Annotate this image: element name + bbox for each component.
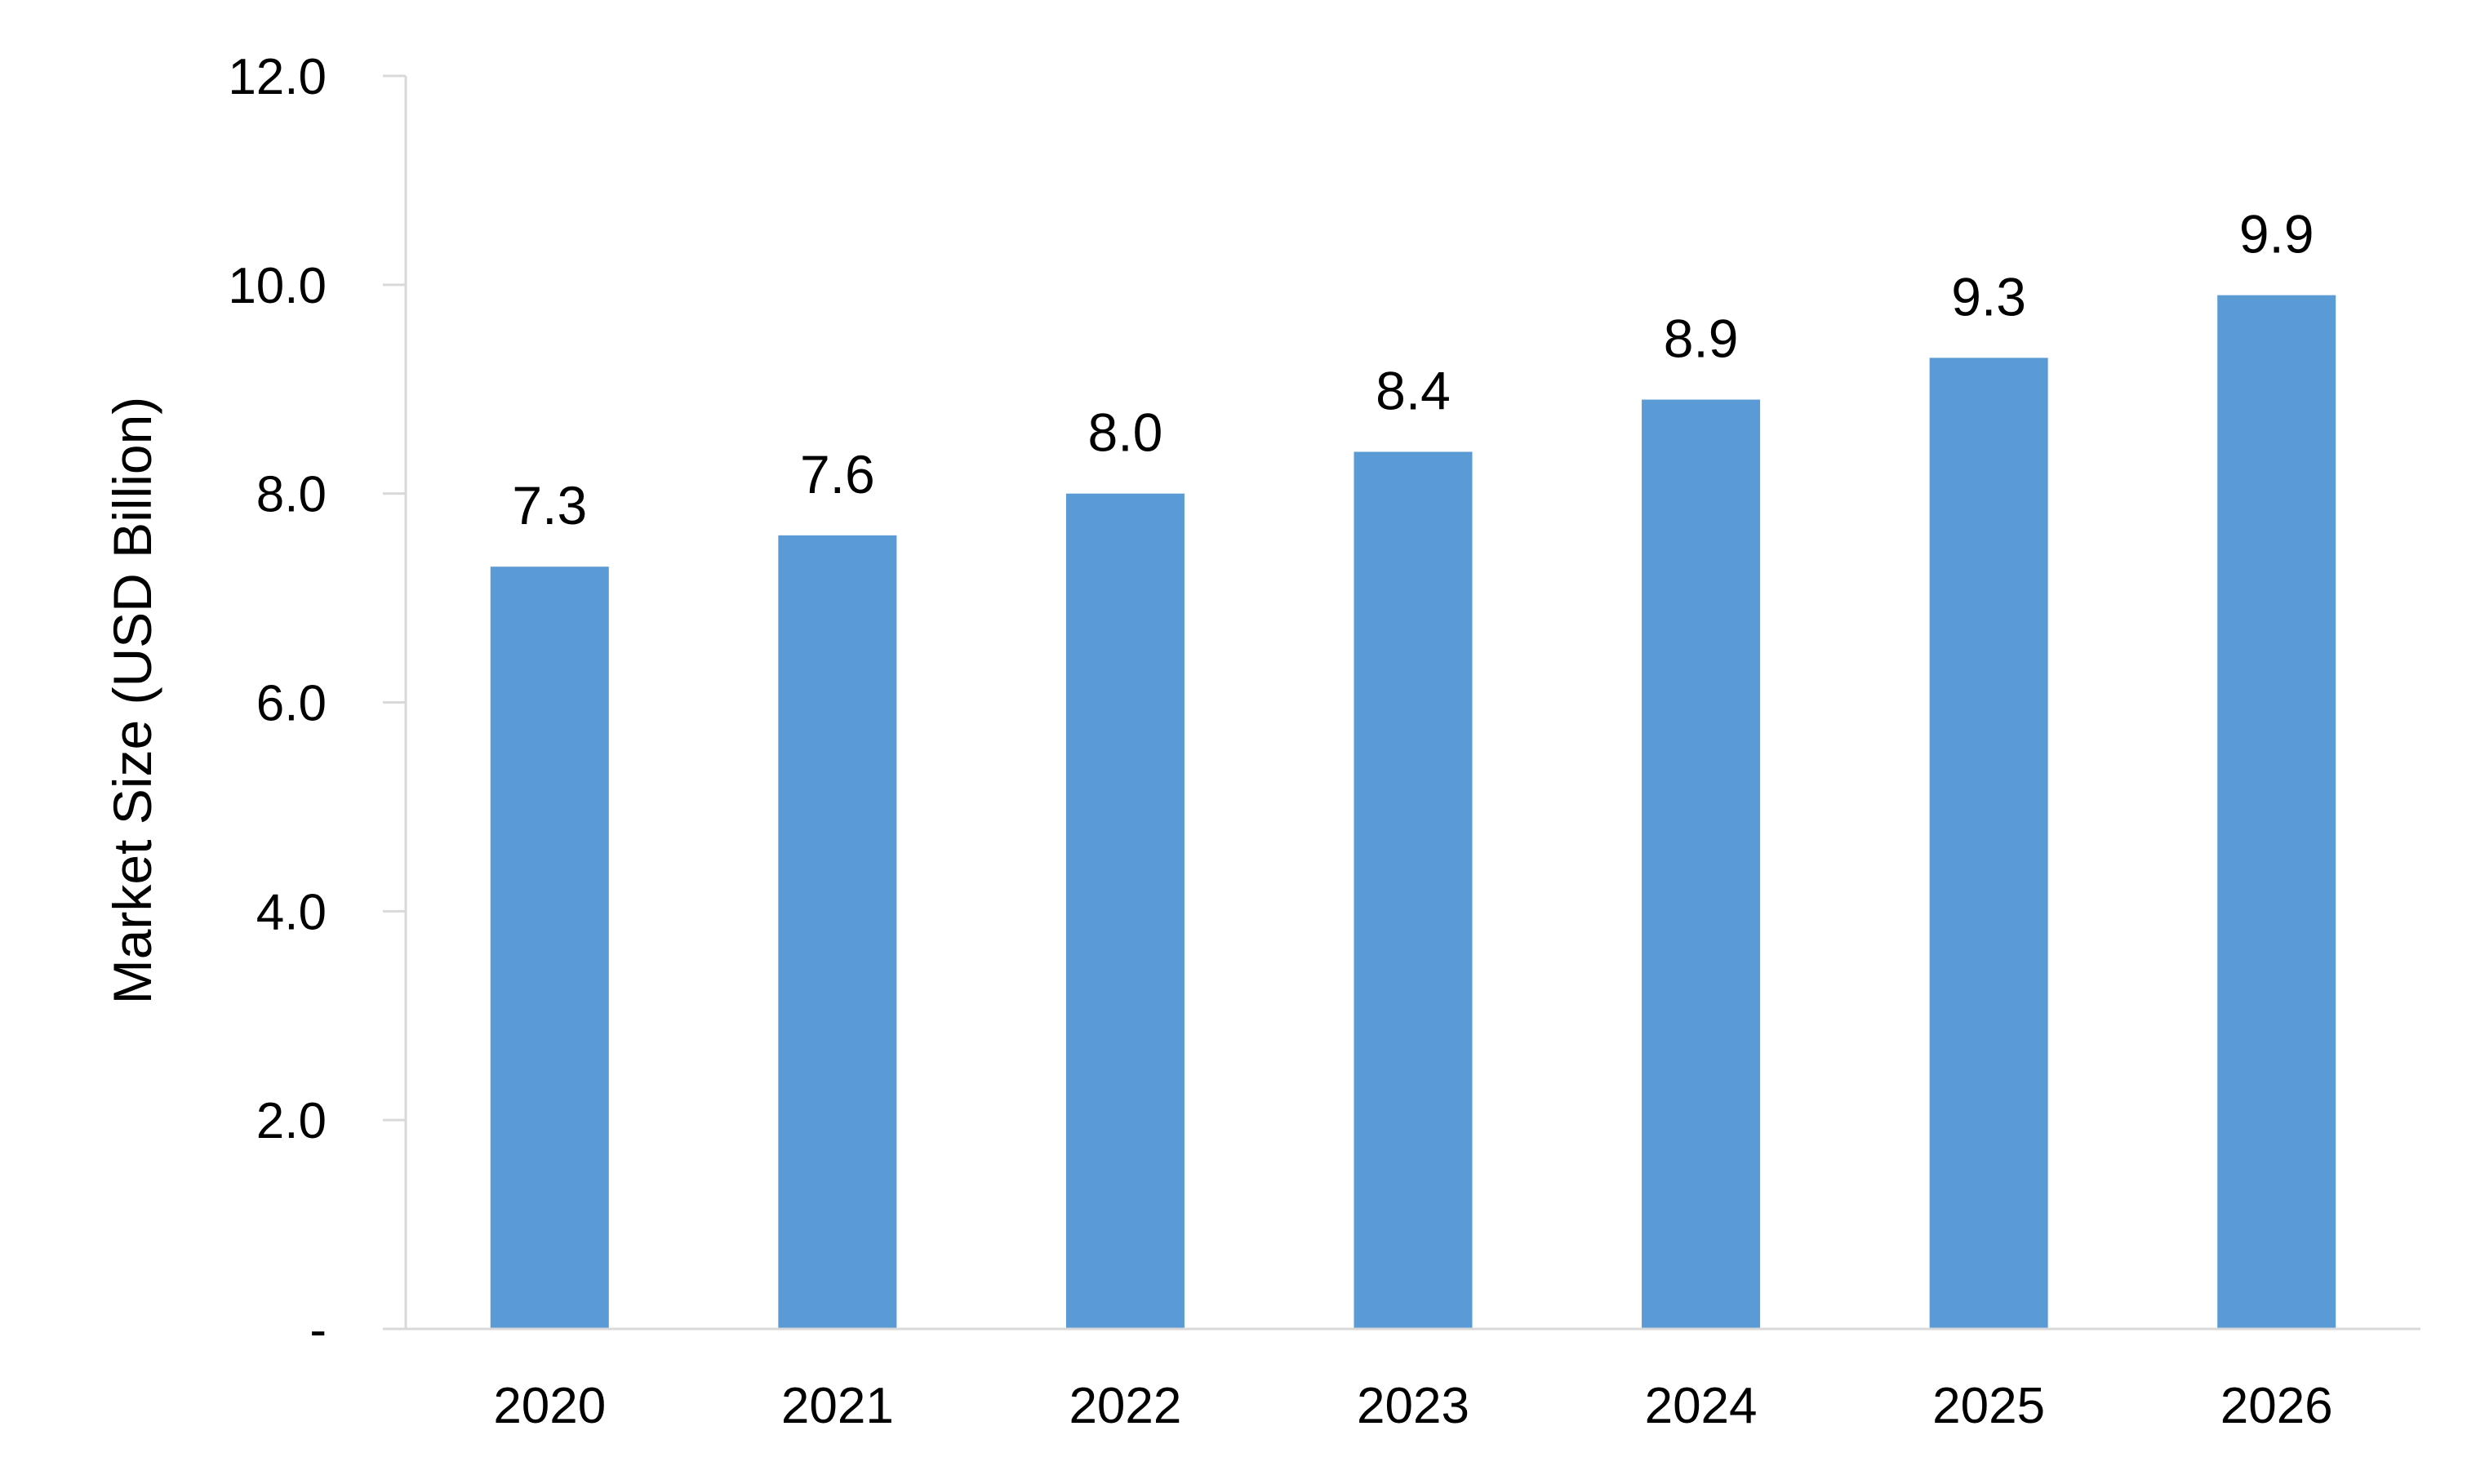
y-tick-label: - <box>309 1302 327 1358</box>
y-axis: - 2.0 4.0 6.0 8.0 10.0 12.0 <box>228 49 407 1358</box>
bar-2025 <box>1929 358 2048 1329</box>
bar-2020 <box>490 566 609 1329</box>
y-tick-label: 2.0 <box>256 1093 327 1149</box>
y-tick-label: 12.0 <box>228 49 327 105</box>
x-tick-label-2024: 2024 <box>1645 1378 1758 1434</box>
bars-group <box>490 295 2336 1330</box>
bar-2022 <box>1065 493 1185 1329</box>
data-label-2024: 8.9 <box>1664 309 1739 369</box>
y-tick-label: 8.0 <box>256 467 327 523</box>
x-axis: 2020 2021 2022 2023 2024 2025 2026 <box>383 1327 2420 1434</box>
data-labels-group: 7.3 7.6 8.0 8.4 8.9 9.3 9.9 <box>512 204 2314 536</box>
x-tick-label-2021: 2021 <box>781 1378 894 1434</box>
x-tick-label-2026: 2026 <box>2220 1378 2333 1434</box>
y-axis-title: Market Size (USD Billion) <box>102 397 162 1005</box>
bar-2024 <box>1642 399 1761 1330</box>
data-label-2020: 7.3 <box>512 475 587 535</box>
y-tick-label: 10.0 <box>228 258 327 314</box>
bar-2021 <box>778 535 897 1329</box>
y-tick-label: 4.0 <box>256 884 327 940</box>
bar-2026 <box>2217 295 2336 1329</box>
bar-2023 <box>1354 451 1473 1329</box>
y-tick-label: 6.0 <box>256 676 327 732</box>
x-tick-label-2025: 2025 <box>1932 1378 2045 1434</box>
x-tick-label-2023: 2023 <box>1357 1378 1469 1434</box>
x-tick-label-2020: 2020 <box>493 1378 606 1434</box>
data-label-2023: 8.4 <box>1376 361 1451 421</box>
x-tick-label-2022: 2022 <box>1069 1378 1181 1434</box>
data-label-2025: 9.3 <box>1951 266 2026 327</box>
data-label-2022: 8.0 <box>1088 402 1163 463</box>
data-label-2021: 7.6 <box>800 444 875 504</box>
data-label-2026: 9.9 <box>2239 204 2314 264</box>
